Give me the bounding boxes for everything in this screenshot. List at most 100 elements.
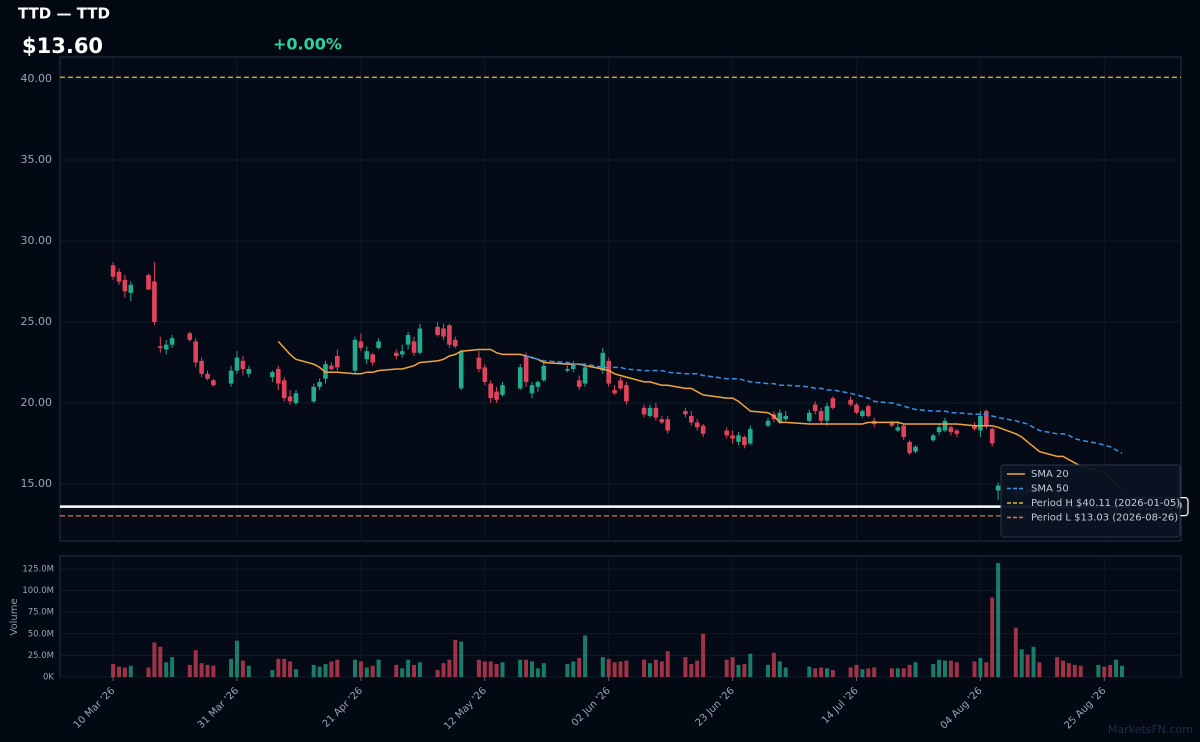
volume-bar — [943, 660, 947, 677]
candle-body — [228, 370, 234, 384]
price-label: $13.60 — [22, 34, 103, 58]
candle-body — [665, 419, 670, 431]
volume-bar — [860, 669, 865, 677]
volume-bar — [329, 661, 334, 677]
candle-body — [240, 360, 246, 369]
candle-body — [694, 422, 700, 428]
volume-tick-label: 75.0M — [28, 608, 54, 618]
volume-bar — [825, 668, 829, 677]
volume-bar — [530, 661, 534, 677]
volume-bar — [240, 660, 245, 677]
candle-body — [146, 275, 151, 290]
candle-body — [889, 422, 895, 426]
volume-bar — [205, 664, 210, 677]
candle-body — [199, 360, 204, 374]
candle-body — [984, 411, 989, 426]
candle-body — [565, 368, 570, 371]
candle-body — [653, 407, 659, 418]
volume-bar — [311, 664, 316, 677]
volume-bar — [500, 662, 505, 677]
volume-bar — [518, 659, 523, 677]
candle-body — [158, 346, 163, 348]
volume-bar — [394, 664, 399, 677]
candle-body — [647, 407, 653, 416]
candle-body — [394, 352, 399, 357]
y-tick-label: 25.00 — [21, 315, 53, 328]
candle-body — [854, 404, 859, 413]
candle-body — [329, 365, 334, 369]
volume-bar — [1108, 664, 1113, 677]
volume-bar — [494, 664, 499, 677]
candle-body — [765, 420, 771, 426]
volume-bar — [164, 662, 169, 677]
volume-bar — [872, 667, 877, 677]
candle-body — [600, 352, 606, 371]
volume-bar — [288, 661, 293, 677]
candle-body — [818, 411, 824, 421]
legend-label: SMA 20 — [1031, 469, 1069, 480]
candle-body — [989, 428, 995, 444]
y-tick-label: 40.00 — [21, 72, 53, 85]
candle-body — [529, 385, 535, 394]
volume-bar — [830, 670, 835, 677]
candle-body — [901, 425, 906, 438]
volume-bar — [659, 661, 664, 677]
candle-body — [500, 385, 505, 395]
y-tick-label: 30.00 — [21, 234, 53, 247]
volume-bar — [488, 661, 493, 677]
volume-bar — [854, 664, 859, 677]
volume-bar — [990, 597, 995, 677]
candle-body — [730, 435, 735, 439]
candle-body — [447, 325, 452, 345]
volume-bar — [447, 659, 452, 677]
y-tick-label: 20.00 — [21, 396, 53, 409]
candle-body — [936, 427, 942, 433]
volume-bar — [152, 642, 157, 677]
candle-body — [783, 415, 788, 420]
volume-bar — [1072, 664, 1077, 677]
candle-body — [193, 341, 198, 363]
candle-body — [205, 373, 210, 379]
candle-body — [606, 360, 611, 384]
candle-body — [494, 391, 499, 400]
volume-bar — [642, 659, 647, 677]
volume-bar — [984, 662, 989, 677]
volume-tick-label: 125.0M — [22, 564, 54, 574]
volume-bar — [748, 653, 753, 677]
volume-bar — [353, 659, 357, 677]
candle-body — [335, 356, 340, 368]
volume-bar — [813, 668, 818, 677]
volume-bar — [848, 667, 853, 677]
volume-bar — [406, 659, 411, 677]
candle-body — [169, 338, 175, 345]
volume-bar — [972, 661, 977, 677]
volume-bar — [1078, 665, 1083, 677]
candle-body — [376, 341, 381, 348]
candle-body — [110, 265, 116, 277]
y-tick-label: 15.00 — [21, 477, 53, 490]
volume-bar — [229, 658, 234, 677]
candle-body — [281, 380, 287, 399]
volume-tick-label: 0K — [43, 673, 54, 683]
volume-bar — [901, 668, 906, 677]
volume-bar — [270, 670, 275, 677]
volume-bar — [1031, 646, 1036, 677]
candle-body — [458, 351, 464, 389]
chart-title: TTD — TTD — [18, 5, 110, 23]
volume-bar — [783, 667, 788, 677]
candle-body — [659, 419, 665, 423]
candle-body — [364, 351, 370, 360]
volume-bar — [282, 658, 287, 677]
candle-body — [122, 279, 128, 292]
volume-bar — [435, 670, 440, 677]
candle-body — [700, 425, 706, 434]
volume-bar — [482, 661, 487, 677]
volume-bar — [193, 650, 198, 677]
volume-bar — [1025, 654, 1030, 677]
candle-body — [352, 339, 358, 371]
volume-bar — [996, 562, 1001, 677]
candle-body — [535, 381, 541, 387]
volume-bar — [1102, 666, 1107, 677]
candle-body — [453, 339, 458, 347]
candle-body — [748, 428, 753, 444]
